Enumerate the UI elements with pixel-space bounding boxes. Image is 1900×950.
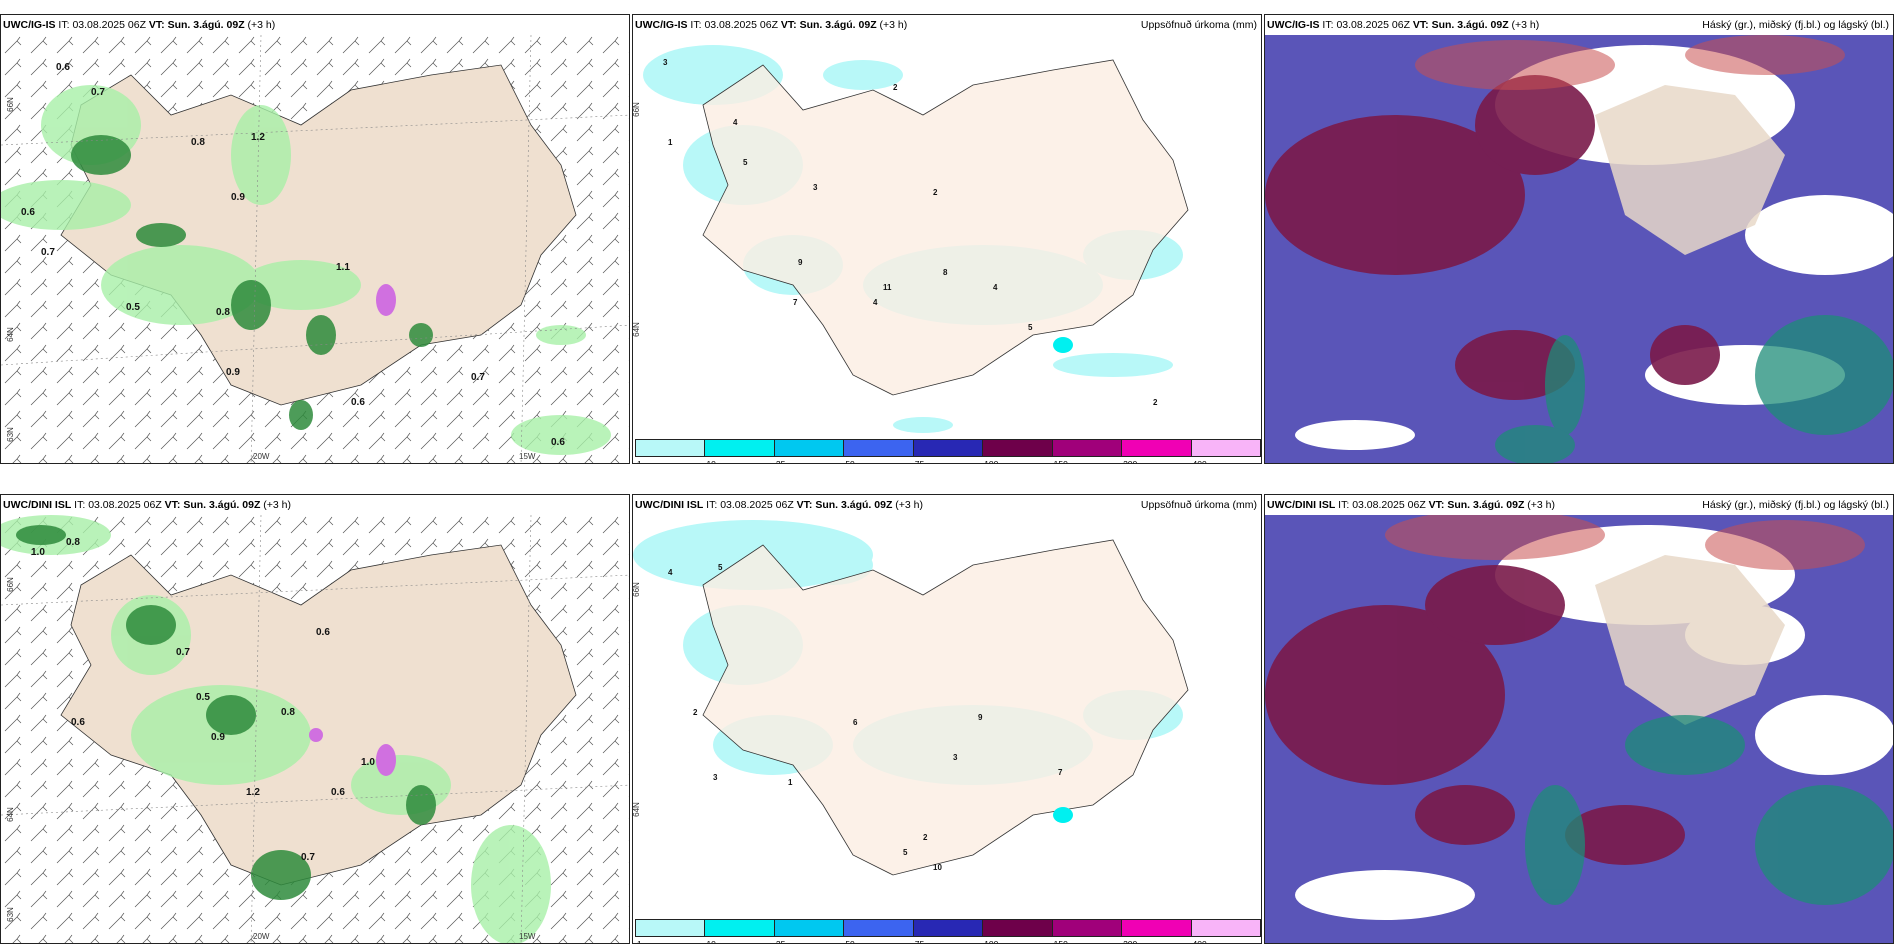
svg-text:0.7: 0.7 [41,247,55,258]
svg-text:0.6: 0.6 [351,397,365,408]
svg-text:1.2: 1.2 [251,132,265,143]
svg-text:5: 5 [718,563,723,572]
svg-text:4: 4 [993,283,998,292]
precip-wind-map[interactable]: 0.8 1.0 0.7 0.5 0.6 0.8 0.9 1.2 0.6 1.0 … [1,515,629,943]
svg-text:0.8: 0.8 [216,307,230,318]
lat-label: 66N [632,582,641,597]
svg-text:1: 1 [668,138,673,147]
svg-text:0.6: 0.6 [551,437,565,448]
panel-title: Háský (gr.), miðský (fj.bl.) og lágský (… [1702,19,1889,31]
svg-text:0.5: 0.5 [126,302,140,313]
svg-text:0.9: 0.9 [211,732,225,743]
svg-text:1.1: 1.1 [336,262,350,273]
panel-dini-precip-wind: UWC/DINI ISL IT: 03.08.2025 06Z VT: Sun.… [0,494,630,944]
svg-text:1.0: 1.0 [361,757,375,768]
svg-text:0.9: 0.9 [231,192,245,203]
lat-label: 64N [5,327,15,342]
svg-text:0.6: 0.6 [56,62,70,73]
panel-igis-clouds: UWC/IG-IS IT: 03.08.2025 06Z VT: Sun. 3.… [1264,14,1894,464]
svg-text:2: 2 [1153,398,1158,407]
lat-label: 66N [5,97,15,112]
svg-text:0.6: 0.6 [316,627,330,638]
lat-label: 64N [632,802,641,817]
panel-header: UWC/DINI ISL IT: 03.08.2025 06Z VT: Sun.… [3,499,292,511]
svg-text:9: 9 [798,258,803,267]
panel-header: UWC/IG-IS IT: 03.08.2025 06Z VT: Sun. 3.… [1267,19,1540,31]
svg-text:5: 5 [743,158,748,167]
svg-text:0.8: 0.8 [66,537,80,548]
svg-text:3: 3 [713,773,718,782]
svg-text:11: 11 [883,283,892,292]
precip-colorbar: 1 10 25 50 75 100 150 200 400 [635,919,1261,943]
svg-text:0.9: 0.9 [226,367,240,378]
svg-text:0.8: 0.8 [281,707,295,718]
panel-title: Uppsöfnuð úrkoma (mm) [1140,19,1257,31]
svg-text:2: 2 [893,83,898,92]
accum-precip-map[interactable]: 3 2 4 5 1 2 3 9 7 4 11 4 8 5 2 [633,35,1261,440]
svg-text:4: 4 [733,118,738,127]
precip-colorbar: 1 10 25 50 75 100 150 200 400 [635,439,1261,463]
iceland-land [702,59,1189,396]
cloud-map[interactable] [1265,515,1893,943]
svg-text:4: 4 [668,568,673,577]
svg-text:3: 3 [663,58,668,67]
lat-label: 64N [5,807,15,822]
panel-header: UWC/IG-IS IT: 03.08.2025 06Z VT: Sun. 3.… [635,19,908,31]
svg-text:4: 4 [873,298,878,307]
svg-text:9: 9 [978,713,983,722]
svg-text:0.6: 0.6 [331,787,345,798]
svg-text:5: 5 [1028,323,1033,332]
svg-text:7: 7 [1058,768,1063,777]
lat-label: 66N [5,577,15,592]
svg-text:0.7: 0.7 [471,372,485,383]
lon-label: 15W [519,932,536,941]
svg-text:2: 2 [933,188,938,197]
panel-header: UWC/IG-IS IT: 03.08.2025 06Z VT: Sun. 3.… [3,19,276,31]
accum-precip-map[interactable]: 5 4 2 6 3 1 9 3 7 5 10 2 [633,515,1261,920]
svg-text:0.7: 0.7 [301,852,315,863]
svg-text:8: 8 [943,268,948,277]
panel-igis-accum: UWC/IG-IS IT: 03.08.2025 06Z VT: Sun. 3.… [632,14,1262,464]
lat-label: 64N [632,322,641,337]
lon-label: 20W [253,452,270,461]
svg-text:1.0: 1.0 [31,547,45,558]
precip-wind-map[interactable]: 0.6 0.7 0.8 0.9 1.2 0.5 0.8 0.6 0.7 0.9 … [1,35,629,463]
svg-text:0.8: 0.8 [191,137,205,148]
panel-dini-clouds: UWC/DINI ISL IT: 03.08.2025 06Z VT: Sun.… [1264,494,1894,944]
svg-text:0.6: 0.6 [21,207,35,218]
svg-text:0.7: 0.7 [91,87,105,98]
svg-text:0.5: 0.5 [196,692,210,703]
svg-text:10: 10 [933,863,942,872]
lat-label: 63N [5,907,15,922]
panel-header: UWC/DINI ISL IT: 03.08.2025 06Z VT: Sun.… [1267,499,1556,511]
lon-label: 20W [253,932,270,941]
svg-text:2: 2 [923,833,928,842]
lon-label: 15W [519,452,536,461]
svg-text:3: 3 [953,753,958,762]
panel-title: Háský (gr.), miðský (fj.bl.) og lágský (… [1702,499,1889,511]
svg-text:3: 3 [813,183,818,192]
cloud-map[interactable] [1265,35,1893,463]
svg-text:0.6: 0.6 [71,717,85,728]
svg-text:2: 2 [693,708,698,717]
svg-text:7: 7 [793,298,798,307]
lat-label: 66N [632,102,641,117]
svg-text:0.7: 0.7 [176,647,190,658]
panel-header: UWC/DINI ISL IT: 03.08.2025 06Z VT: Sun.… [635,499,924,511]
panel-igis-precip-wind: UWC/IG-IS IT: 03.08.2025 06Z VT: Sun. 3.… [0,14,630,464]
lat-label: 63N [5,427,15,442]
svg-text:1.2: 1.2 [246,787,260,798]
panel-dini-accum: UWC/DINI ISL IT: 03.08.2025 06Z VT: Sun.… [632,494,1262,944]
iceland-land [702,539,1189,876]
svg-text:1: 1 [788,778,793,787]
panel-title: Uppsöfnuð úrkoma (mm) [1140,499,1257,511]
svg-text:6: 6 [853,718,858,727]
svg-text:5: 5 [903,848,908,857]
